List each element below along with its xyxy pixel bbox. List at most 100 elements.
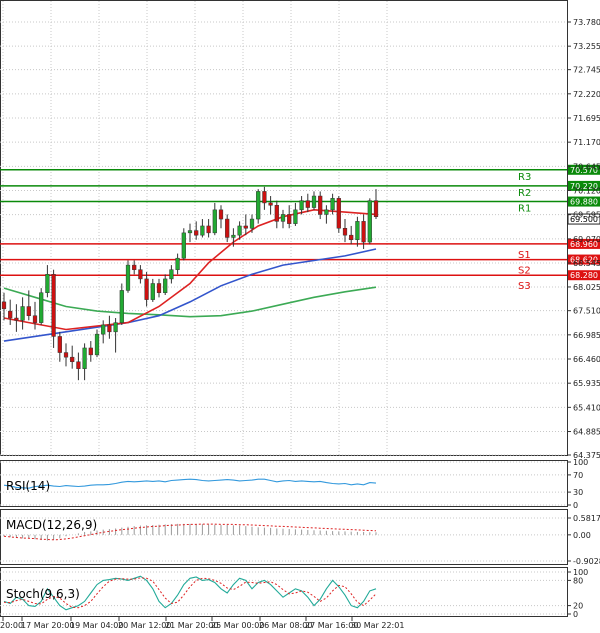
macd-panel: MACD(12,26,9) 0.5817 0.00 -0.9028 xyxy=(0,509,600,566)
candle-body-up xyxy=(169,269,174,280)
axis-tick-label: 70 xyxy=(573,471,583,480)
candle xyxy=(119,283,124,325)
candle-body-down xyxy=(349,234,354,241)
candle xyxy=(39,288,44,325)
candle-body-down xyxy=(243,225,248,229)
candle-body-down xyxy=(63,352,69,358)
candle xyxy=(274,200,279,229)
candle-body-up xyxy=(125,264,131,291)
candle-body-down xyxy=(14,317,19,321)
candle xyxy=(349,225,354,245)
current-price-label: 69.500 xyxy=(570,215,598,224)
candle xyxy=(293,202,298,226)
candle xyxy=(299,196,304,215)
candle xyxy=(225,214,230,243)
level-price-box xyxy=(568,270,600,281)
level-name-s2: S2 xyxy=(518,266,531,277)
candle-body-down xyxy=(8,310,13,319)
candle-body-up xyxy=(181,232,186,259)
candle xyxy=(287,205,292,229)
macd-panel-frame xyxy=(0,509,568,565)
candle xyxy=(163,274,168,296)
candle xyxy=(330,193,335,215)
candle-body-up xyxy=(293,209,298,224)
candle xyxy=(14,304,19,332)
candle xyxy=(194,221,199,240)
candle-body-down xyxy=(206,225,211,234)
price-tick-label: 68.545 xyxy=(573,259,600,268)
price-tick-label: 69.070 xyxy=(573,235,600,244)
rsi-line xyxy=(3,478,377,489)
candle xyxy=(231,228,236,247)
candle-body-down xyxy=(287,214,292,224)
axis-tick-label: 20 xyxy=(573,602,583,611)
candle xyxy=(101,320,106,344)
candle-body-up xyxy=(45,274,50,293)
candle-body-down xyxy=(218,209,224,220)
candle xyxy=(268,196,273,215)
candle-body-up xyxy=(299,200,304,211)
time-tick-label: 25 Mar 00:00 xyxy=(211,621,264,630)
time-tick-label: 26 Mar 08:00 xyxy=(259,621,312,630)
level-price-label: 70.570 xyxy=(570,166,598,175)
time-tick-label: 30 Mar 22:01 xyxy=(351,621,404,630)
axis-tick-label: 100 xyxy=(573,568,588,577)
candle xyxy=(138,265,143,284)
level-name-s1: S1 xyxy=(518,250,531,261)
rsi-label: RSI(14) xyxy=(6,479,50,493)
price-tick-label: 73.255 xyxy=(573,42,600,51)
level-price-label: 68.280 xyxy=(570,271,598,280)
candle-body-up xyxy=(39,292,44,323)
candle xyxy=(57,331,62,362)
candle xyxy=(70,345,75,369)
price-tick-label: 71.170 xyxy=(573,138,600,147)
level-price-label: 68.620 xyxy=(570,256,598,265)
candle xyxy=(150,278,155,302)
macd-axis: 0.5817 0.00 -0.9028 xyxy=(567,514,600,566)
support-resistance-lines: R3 70.570 R2 70.220 R1 69.880 S1 68.960 S2 68.620… xyxy=(0,164,600,292)
candle xyxy=(51,269,56,348)
stoch-label: Stoch(9,6,3) xyxy=(6,587,80,601)
price-tick-label: 71.695 xyxy=(573,114,600,123)
candle xyxy=(324,205,329,224)
rsi-axis: 100 70 30 0 xyxy=(567,458,588,510)
price-tick-label: 64.885 xyxy=(573,428,600,437)
price-tick-label: 73.780 xyxy=(573,18,600,27)
level-price-box xyxy=(568,238,600,249)
axis-tick-label: 80 xyxy=(573,576,583,585)
candle-body-up xyxy=(330,198,335,211)
candle xyxy=(181,228,186,261)
time-tick-label: 21 Mar 20:00 xyxy=(165,621,218,630)
rsi-panel-frame xyxy=(0,460,568,507)
candle xyxy=(355,216,360,247)
level-price-box xyxy=(568,254,600,265)
price-tick-label: 66.460 xyxy=(573,355,600,364)
level-name-r2: R2 xyxy=(518,188,531,199)
candle xyxy=(82,343,87,381)
candle-body-down xyxy=(342,228,348,236)
axis-tick-label: 30 xyxy=(573,488,583,497)
level-price-label: 70.220 xyxy=(570,182,598,191)
candle xyxy=(311,191,317,210)
candle-body-down xyxy=(32,315,38,323)
level-price-label: 69.880 xyxy=(570,198,598,207)
candle-body-down xyxy=(144,278,149,300)
candle xyxy=(373,189,379,220)
current-price-box xyxy=(567,213,600,225)
price-tick-label: 66.985 xyxy=(573,331,600,340)
candle-body-up xyxy=(355,221,360,241)
axis-tick-label: -0.9028 xyxy=(573,557,600,566)
candle-body-up xyxy=(311,195,317,208)
candle-body-down xyxy=(88,347,93,356)
price-tick-label: 67.510 xyxy=(573,307,600,316)
candle-body-up xyxy=(249,218,255,229)
price-tick-label: 72.220 xyxy=(573,90,600,99)
price-tick-label: 65.935 xyxy=(573,379,600,388)
rsi-line-path xyxy=(3,478,377,489)
candle xyxy=(107,315,112,339)
candle xyxy=(318,191,323,220)
level-name-r3: R3 xyxy=(518,172,531,183)
axis-tick-label: 0 xyxy=(573,501,578,510)
